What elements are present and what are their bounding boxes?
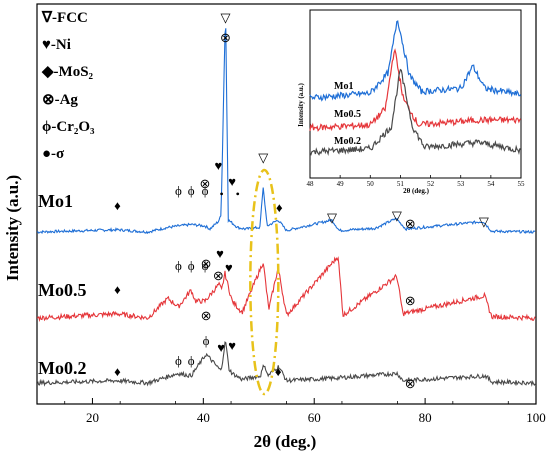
peak-marker: ϕ	[175, 353, 182, 368]
x-tick-label: 20	[86, 410, 99, 425]
peak-marker: ϕ	[175, 258, 182, 273]
inset-x-tick-label: 50	[367, 180, 375, 188]
series-label-mo0.2: Mo0.2	[38, 358, 87, 378]
inset-y-axis-label: Intensity (a.u.)	[297, 82, 305, 126]
peak-marker: ▽	[221, 10, 231, 25]
highlight-ellipse	[249, 168, 280, 396]
x-tick-label: 100	[526, 410, 546, 425]
inset-x-tick-label: 51	[397, 180, 405, 188]
series-line-mo1	[36, 28, 536, 235]
inset-x-tick-label: 49	[337, 180, 345, 188]
peak-marker: ϕ	[202, 258, 209, 273]
main-plot: 20 40 60 80 100▽⊗♥♥ϕ ϕ ϕ⊗• •▽♦ ♦▽ ▽⊗ ▽♦ϕ ϕ ϕ⊗⊗♥♥⊗♦ϕ ϕ…	[36, 3, 546, 425]
inset-series-label-mo0.5: Mo0.5	[334, 109, 361, 120]
peak-marker: ♦	[275, 364, 282, 379]
text-layer: 2θ (deg.) Intensity (a.u.) 2θ (deg.) Int…	[3, 10, 430, 451]
peak-marker: ϕ	[188, 353, 195, 368]
inset-x-axis-label: 2θ (deg.)	[403, 187, 429, 195]
peak-marker: ▽	[479, 214, 489, 229]
peak-marker: ♥	[216, 246, 224, 261]
inset-series-line-mo1	[309, 20, 522, 102]
inset-frame	[309, 9, 522, 179]
peak-marker: ϕ	[188, 258, 195, 273]
peak-marker: ⊗	[405, 216, 416, 231]
legend-sigma: ●-σ	[42, 146, 65, 162]
peak-marker: ▽	[392, 208, 402, 223]
peak-marker: ϕ	[175, 183, 182, 198]
legend-ag: ⊗-Ag	[42, 92, 78, 108]
series-label-mo0.5: Mo0.5	[38, 280, 87, 300]
inset-series-line-mo0.2	[309, 68, 521, 156]
peak-marker: ♥	[217, 340, 225, 355]
x-tick-label: 60	[308, 410, 321, 425]
peak-marker: ♦	[114, 282, 121, 297]
peak-marker: ⊗	[405, 376, 416, 391]
peak-marker: ϕ	[202, 183, 209, 198]
peak-marker: •	[236, 187, 240, 201]
peak-marker: ⊗	[405, 293, 416, 308]
peak-marker: ▽	[258, 150, 268, 165]
legend-ni: ♥-Ni	[42, 37, 71, 53]
series-label-mo1: Mo1	[38, 191, 73, 211]
peak-marker: ♥	[228, 174, 236, 189]
x-tick-label: 80	[419, 410, 432, 425]
inset-series-label-mo0.2: Mo0.2	[334, 136, 361, 147]
peak-marker: ⊗	[201, 308, 212, 323]
peak-marker: ⊗	[201, 256, 212, 271]
peak-marker: ⊗	[200, 176, 211, 191]
legend-cr2o3: ϕ-Cr₂O₃	[42, 119, 95, 135]
inset-series-label-mo1: Mo1	[334, 81, 353, 92]
inset-x-tick-label: 52	[427, 180, 435, 188]
inset-plot: 48 49 50 51 52 53 54 55	[307, 9, 526, 188]
series-line-mo0.5	[36, 256, 536, 323]
peak-marker: ♥	[225, 260, 233, 275]
legend-fcc: ∇-FCC	[41, 10, 88, 26]
peak-marker: ⊗	[213, 268, 224, 283]
legend-mos2: ◆-MoS₂	[41, 64, 94, 80]
peak-marker: ♦	[114, 364, 121, 379]
inset-x-tick-label: 53	[457, 180, 465, 188]
series-line-mo0.2	[36, 341, 536, 387]
peak-marker: ⊗	[220, 30, 231, 45]
x-tick-label: 40	[197, 410, 210, 425]
peak-marker: ϕ	[188, 183, 195, 198]
peak-marker: ♥	[214, 158, 222, 173]
peak-marker: •	[220, 187, 224, 201]
peak-marker: ♥	[228, 338, 236, 353]
peak-marker: ♦	[276, 200, 283, 215]
y-axis-label: Intensity (a.u.)	[3, 175, 22, 281]
peak-marker: ▽	[327, 210, 337, 225]
inset-x-tick-label: 48	[307, 180, 315, 188]
peak-marker: ϕ	[203, 333, 210, 348]
inset-series-line-mo0.5	[309, 48, 522, 132]
inset-x-tick-label: 55	[518, 180, 526, 188]
inset-x-tick-label: 54	[487, 180, 495, 188]
x-axis-label: 2θ (deg.)	[254, 432, 317, 451]
peak-marker: ♦	[114, 198, 121, 213]
